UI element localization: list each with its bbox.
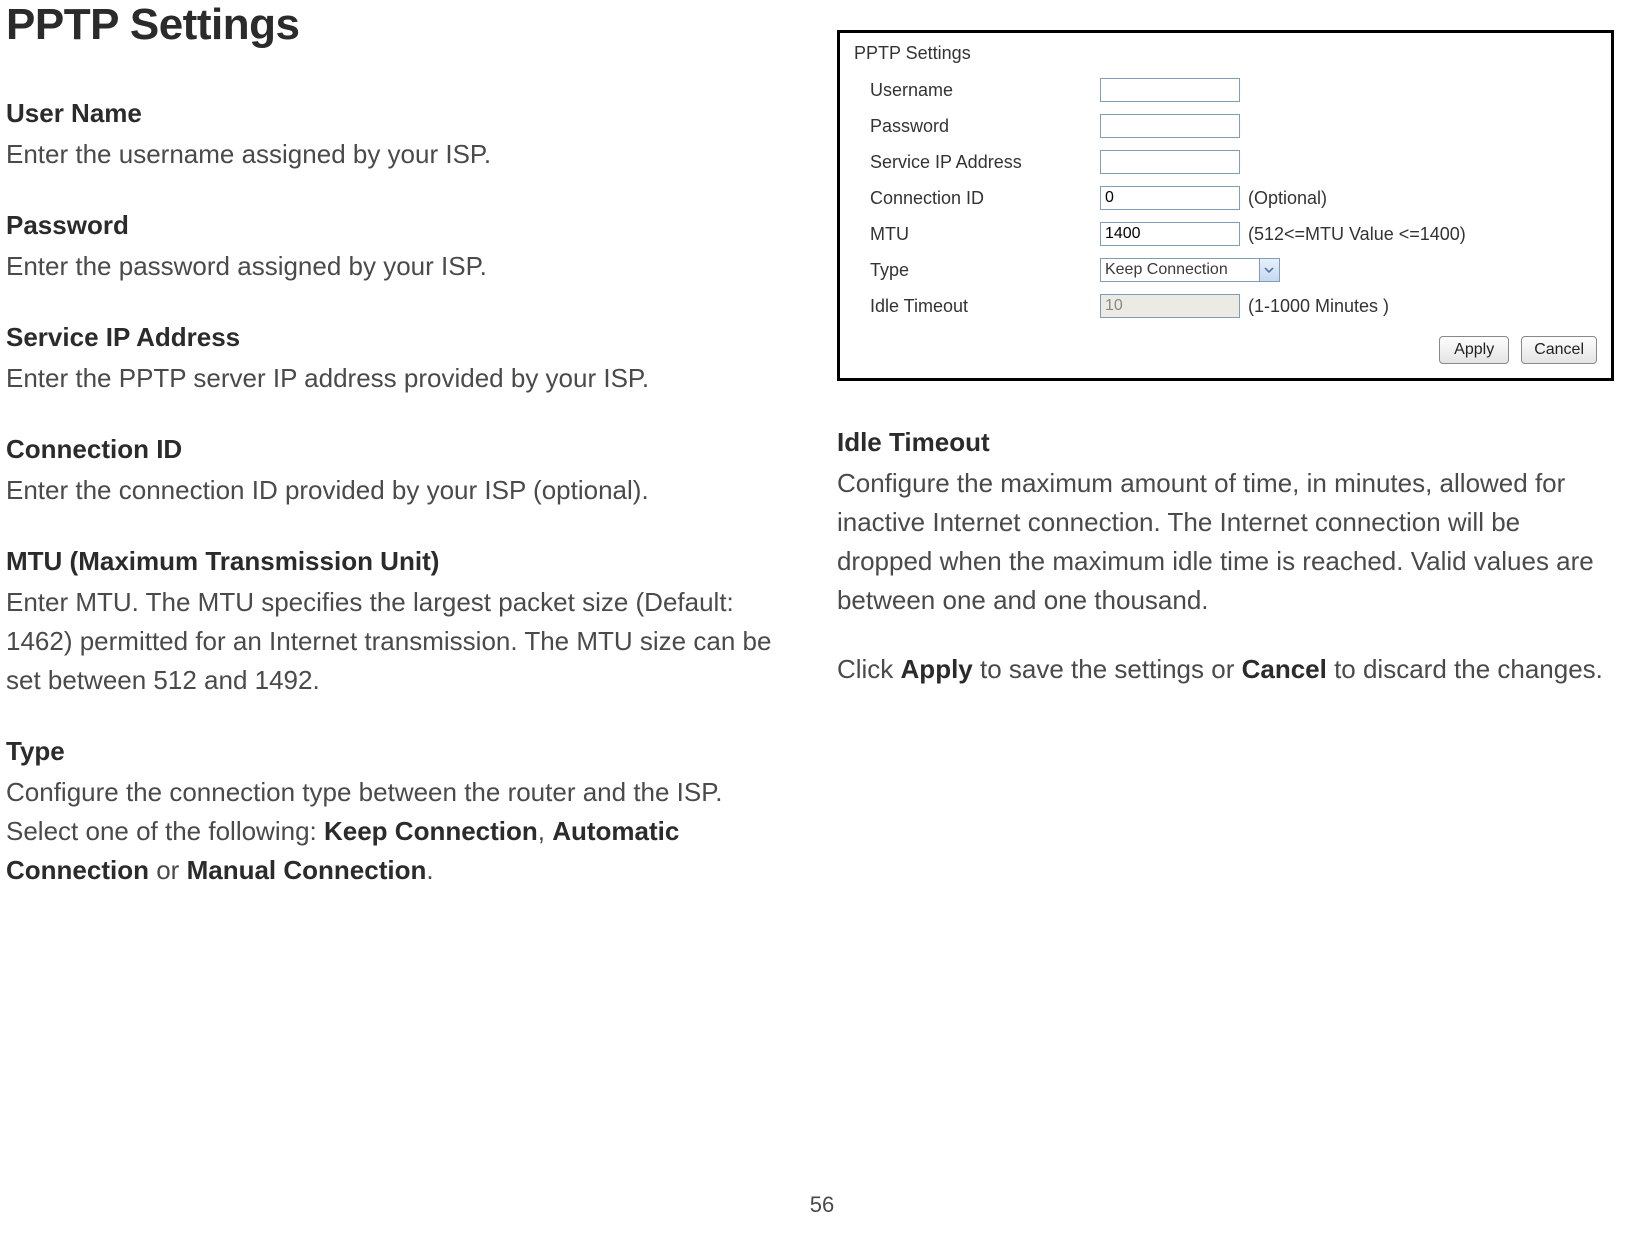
- label-service-ip: Service IP Address: [854, 152, 1100, 173]
- cancel-button[interactable]: Cancel: [1521, 336, 1597, 364]
- select-type-value: Keep Connection: [1105, 261, 1228, 279]
- apply-cancel-instruction: Click Apply to save the settings or Canc…: [837, 650, 1614, 689]
- service-ip-heading: Service IP Address: [6, 322, 797, 353]
- label-idle-timeout: Idle Timeout: [854, 296, 1100, 317]
- type-option-keep: Keep Connection: [324, 816, 538, 846]
- mtu-desc: Enter MTU. The MTU specifies the largest…: [6, 583, 797, 700]
- idle-timeout-desc: Configure the maximum amount of time, in…: [837, 464, 1614, 620]
- type-desc: Configure the connection type between th…: [6, 773, 797, 890]
- connection-id-desc: Enter the connection ID provided by your…: [6, 471, 797, 510]
- row-mtu: MTU (512<=MTU Value <=1400): [854, 218, 1597, 250]
- apply-suffix: to discard the changes.: [1327, 654, 1603, 684]
- apply-mid: to save the settings or: [973, 654, 1242, 684]
- label-connection-id: Connection ID: [854, 188, 1100, 209]
- username-desc: Enter the username assigned by your ISP.: [6, 135, 797, 174]
- select-type[interactable]: Keep Connection: [1100, 258, 1280, 282]
- apply-prefix: Click: [837, 654, 901, 684]
- row-password: Password: [854, 110, 1597, 142]
- page-title: PPTP Settings: [6, 0, 797, 50]
- input-username[interactable]: [1100, 78, 1240, 102]
- mtu-heading: MTU (Maximum Transmission Unit): [6, 546, 797, 577]
- type-heading: Type: [6, 736, 797, 767]
- label-username: Username: [854, 80, 1100, 101]
- type-sep1: ,: [538, 816, 552, 846]
- apply-bold: Apply: [901, 654, 973, 684]
- hint-mtu: (512<=MTU Value <=1400): [1248, 224, 1466, 245]
- label-password: Password: [854, 116, 1100, 137]
- input-connection-id[interactable]: [1100, 186, 1240, 210]
- row-username: Username: [854, 74, 1597, 106]
- input-mtu[interactable]: [1100, 222, 1240, 246]
- row-service-ip: Service IP Address: [854, 146, 1597, 178]
- page-number: 56: [810, 1192, 834, 1218]
- service-ip-desc: Enter the PPTP server IP address provide…: [6, 359, 797, 398]
- type-sep2: or: [149, 855, 187, 885]
- idle-timeout-heading: Idle Timeout: [837, 427, 1614, 458]
- hint-connection-id: (Optional): [1248, 188, 1327, 209]
- input-service-ip[interactable]: [1100, 150, 1240, 174]
- username-heading: User Name: [6, 98, 797, 129]
- row-type: Type Keep Connection: [854, 254, 1597, 286]
- row-connection-id: Connection ID (Optional): [854, 182, 1597, 214]
- hint-idle-timeout: (1-1000 Minutes ): [1248, 296, 1389, 317]
- connection-id-heading: Connection ID: [6, 434, 797, 465]
- label-type: Type: [854, 260, 1100, 281]
- type-option-manual: Manual Connection: [187, 855, 427, 885]
- apply-button[interactable]: Apply: [1439, 336, 1509, 364]
- chevron-down-icon: [1259, 259, 1279, 281]
- row-idle-timeout: Idle Timeout (1-1000 Minutes ): [854, 290, 1597, 322]
- label-mtu: MTU: [854, 224, 1100, 245]
- password-desc: Enter the password assigned by your ISP.: [6, 247, 797, 286]
- panel-title: PPTP Settings: [854, 43, 1597, 64]
- input-password[interactable]: [1100, 114, 1240, 138]
- input-idle-timeout[interactable]: [1100, 294, 1240, 318]
- password-heading: Password: [6, 210, 797, 241]
- pptp-settings-panel: PPTP Settings Username Password Service …: [837, 30, 1614, 381]
- type-period: .: [426, 855, 433, 885]
- cancel-bold: Cancel: [1242, 654, 1327, 684]
